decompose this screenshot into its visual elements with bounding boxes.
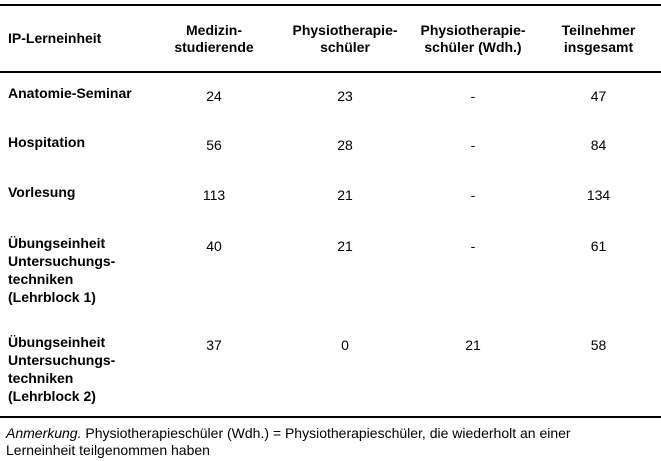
cell-teilnehmer-insgesamt: 84 <box>590 137 607 153</box>
row-label: Vorlesung <box>8 184 76 200</box>
cell-medizinstudierende: 37 <box>148 322 280 418</box>
cell-teilnehmer-insgesamt: 47 <box>590 88 607 104</box>
cell-medizinstudierende: 24 <box>206 88 222 104</box>
table-note: Anmerkung. Physiotherapieschüler (Wdh.) … <box>0 418 661 459</box>
cell-teilnehmer-insgesamt: 134 <box>586 187 611 203</box>
cell-physiotherapieschueler: 28 <box>337 137 353 153</box>
paper-table-page: IP-Lerneinheit Medizin- studierende Phys… <box>0 4 661 461</box>
ip-lerneinheit-table: IP-Lerneinheit Medizin- studierende Phys… <box>0 4 661 418</box>
row-label: Anatomie-Seminar <box>8 85 132 101</box>
cell-physiotherapieschueler-wdh: - <box>470 88 476 104</box>
cell-physiotherapieschueler: 21 <box>337 238 353 254</box>
table-row-uebungseinheit-lehrblock-2: Übungseinheit Untersuchungs- techniken (… <box>0 322 661 418</box>
cell-physiotherapieschueler-wdh: - <box>470 137 476 153</box>
cell-physiotherapieschueler: 23 <box>337 88 353 104</box>
table-row-hospitation: Hospitation 56 28 - 84 <box>0 122 661 172</box>
note-text-line2: Lerneinheit teilgenommen haben <box>6 442 210 458</box>
note-line-1: Anmerkung. Physiotherapieschüler (Wdh.) … <box>6 425 651 442</box>
cell-physiotherapieschueler: 21 <box>337 187 353 203</box>
cell-physiotherapieschueler-wdh: - <box>470 238 476 254</box>
table-row-anatomie-seminar: Anatomie-Seminar 24 23 - 47 <box>0 72 661 122</box>
cell-physiotherapieschueler: 0 <box>280 322 410 418</box>
cell-physiotherapieschueler-wdh: 21 <box>410 322 536 418</box>
header-physiotherapieschueler-wdh: Physiotherapie- schüler (Wdh.) <box>410 4 536 73</box>
header-ip-lerneinheit: IP-Lerneinheit <box>0 4 148 73</box>
header-medizinstudierende: Medizin- studierende <box>148 4 280 73</box>
cell-medizinstudierende: 113 <box>202 187 226 203</box>
header-row: IP-Lerneinheit Medizin- studierende Phys… <box>0 4 661 73</box>
note-anmerkung-label: Anmerkung. <box>6 425 82 441</box>
note-text-line1: Physiotherapieschüler (Wdh.) = Physiothe… <box>81 425 571 441</box>
table-row-uebungseinheit-lehrblock-1: Übungseinheit Untersuchungs- techniken (… <box>0 223 661 322</box>
row-label: Hospitation <box>8 134 85 150</box>
row-label: Übungseinheit Untersuchungs- techniken (… <box>0 322 148 418</box>
cell-medizinstudierende: 56 <box>206 137 222 153</box>
table-row-vorlesung: Vorlesung 113 21 - 134 <box>0 172 661 223</box>
header-teilnehmer-insgesamt: Teilnehmer insgesamt <box>536 4 661 73</box>
header-physiotherapieschueler: Physiotherapie- schüler <box>280 4 410 73</box>
cell-teilnehmer-insgesamt: 58 <box>536 322 661 418</box>
cell-medizinstudierende: 40 <box>206 238 222 254</box>
row-label: Übungseinheit Untersuchungs- techniken (… <box>8 235 116 305</box>
cell-teilnehmer-insgesamt: 61 <box>590 238 607 254</box>
cell-physiotherapieschueler-wdh: - <box>470 187 476 203</box>
